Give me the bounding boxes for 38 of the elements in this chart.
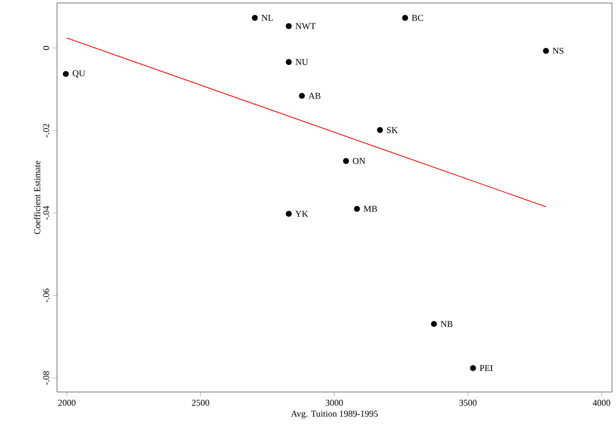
annotation: NB: [440, 320, 452, 327]
x-tick-label: 2000: [58, 400, 76, 406]
x-tick-label: 3000: [326, 400, 343, 406]
annotation: PEI: [480, 365, 493, 372]
point: [376, 127, 383, 134]
annotation: MB: [364, 206, 377, 212]
point: [62, 70, 69, 77]
x-tick-label: 3500: [459, 400, 477, 406]
annotation: NL: [262, 14, 273, 21]
x-axis-title: Avg. Tuition 1989-1995: [291, 410, 378, 419]
annotation: NS: [552, 48, 564, 54]
y-tick-label: 0: [43, 46, 50, 50]
y-tick-label: -.06: [43, 288, 50, 302]
annotation: NWT: [296, 23, 316, 30]
y-axis-title: Coefficient Estimate: [34, 160, 40, 234]
point: [542, 48, 549, 54]
x-tick-label: 4000: [592, 400, 610, 406]
annotation: QU: [72, 70, 86, 78]
point: [354, 206, 360, 212]
x-tick-label: 2500: [192, 400, 210, 406]
annotation: SK: [387, 127, 398, 134]
point: [470, 365, 476, 372]
annotation: YK: [295, 210, 308, 217]
annotation: NU: [296, 59, 308, 65]
point: [252, 14, 258, 21]
point: [286, 58, 292, 65]
annotation: AB: [308, 92, 320, 99]
y-tick-label: -.04: [43, 206, 50, 220]
point: [402, 14, 408, 21]
annotation: BC: [412, 14, 424, 21]
point: [298, 92, 305, 99]
point: [286, 210, 292, 217]
point: [343, 158, 349, 164]
point: [286, 23, 292, 30]
annotation: ON: [352, 158, 366, 164]
point: [430, 320, 437, 327]
y-tick-label: -.02: [43, 124, 50, 138]
y-tick-label: -.08: [43, 371, 50, 385]
